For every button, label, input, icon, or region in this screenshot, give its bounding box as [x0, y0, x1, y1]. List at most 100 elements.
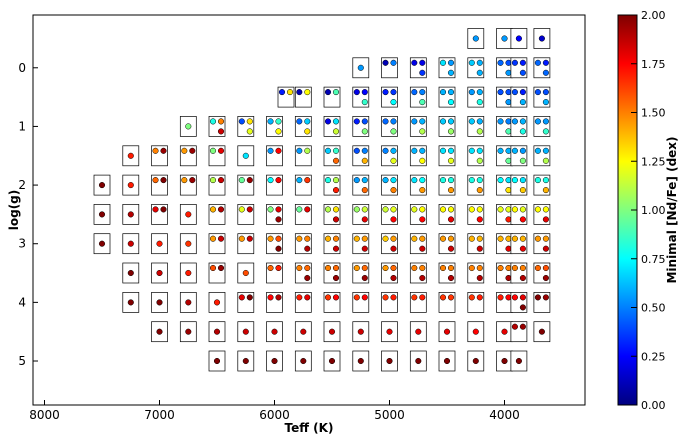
data-point	[497, 206, 504, 213]
y-axis-ticks: 0 1 2 3 4 5	[18, 61, 38, 368]
data-point	[209, 177, 217, 184]
data-point	[542, 89, 549, 96]
data-point	[415, 328, 422, 335]
grid-cell	[323, 174, 341, 196]
data-point	[497, 59, 504, 66]
data-point	[468, 59, 475, 66]
data-point	[160, 147, 167, 154]
data-point	[357, 328, 364, 335]
grid-cell	[533, 233, 551, 255]
data-point	[419, 59, 426, 66]
data-point	[275, 147, 282, 154]
data-point	[468, 147, 475, 154]
data-point	[275, 128, 282, 135]
data-point	[439, 206, 447, 213]
data-point	[411, 177, 418, 184]
data-point	[511, 118, 518, 125]
data-point	[497, 118, 504, 125]
grid-cell	[352, 292, 370, 313]
grid-cell	[381, 233, 398, 255]
data-point	[419, 99, 426, 106]
data-point	[439, 177, 447, 184]
data-point	[390, 128, 397, 135]
data-point	[497, 147, 504, 154]
data-point	[353, 118, 360, 125]
data-point	[353, 294, 360, 301]
grid-cell	[438, 86, 456, 108]
data-point	[275, 118, 282, 125]
data-point	[390, 147, 397, 154]
grid-cell	[122, 262, 140, 284]
grid-cell	[467, 116, 485, 137]
data-point	[419, 147, 426, 154]
data-point	[505, 206, 512, 213]
data-point	[332, 147, 340, 154]
data-point	[361, 99, 368, 106]
data-point	[332, 187, 340, 194]
data-point	[332, 118, 340, 125]
grid-cell	[208, 116, 226, 137]
data-point	[324, 294, 332, 301]
data-point	[332, 235, 340, 242]
data-point	[238, 177, 245, 184]
data-point	[271, 328, 278, 335]
data-point	[324, 264, 332, 272]
data-point	[185, 240, 192, 247]
data-point	[361, 264, 368, 272]
data-point	[382, 264, 389, 272]
data-point	[324, 147, 332, 154]
data-point	[515, 357, 522, 365]
data-point	[213, 328, 221, 335]
data-point	[361, 187, 368, 194]
data-point	[505, 118, 512, 125]
data-point	[390, 206, 397, 213]
data-point	[511, 264, 518, 272]
data-point	[505, 177, 512, 184]
data-point	[519, 304, 526, 311]
y-tick-label: 4	[18, 295, 26, 309]
data-point	[519, 59, 526, 66]
data-point	[447, 216, 455, 223]
data-point	[296, 206, 303, 213]
data-point	[242, 152, 249, 159]
data-point	[390, 294, 397, 301]
data-point	[505, 157, 512, 164]
data-point	[304, 177, 311, 184]
data-point	[497, 294, 504, 301]
data-point	[246, 235, 253, 242]
data-point	[267, 147, 274, 154]
data-point	[476, 147, 483, 154]
data-point	[267, 264, 274, 272]
data-point	[382, 59, 389, 66]
grid-cell	[266, 204, 283, 225]
grid-cell	[510, 204, 528, 225]
grid-cell	[496, 262, 513, 284]
grid-cell	[467, 292, 485, 313]
data-point	[361, 216, 368, 223]
grid-cell	[179, 116, 197, 137]
grid-cell	[438, 145, 456, 167]
grid-cell	[533, 28, 551, 49]
data-point	[152, 147, 159, 154]
data-point	[246, 206, 253, 213]
data-point	[439, 294, 447, 301]
data-point	[328, 357, 336, 365]
data-point	[332, 274, 340, 282]
data-point	[534, 147, 541, 154]
grid-cell	[438, 350, 456, 372]
data-point	[238, 206, 245, 213]
data-point	[185, 299, 192, 306]
data-point	[332, 294, 340, 301]
data-point	[497, 89, 504, 96]
y-axis-label: log(g)	[7, 190, 21, 231]
data-point	[332, 157, 340, 164]
data-point	[419, 89, 426, 96]
colorbar-tick-label: 1.75	[641, 58, 666, 71]
grid-cell	[409, 86, 427, 108]
grid-cell	[409, 116, 427, 137]
data-point	[542, 235, 549, 242]
grid-cell	[208, 292, 226, 313]
grid-cell	[237, 350, 255, 372]
data-point	[332, 177, 340, 184]
data-point	[447, 59, 455, 66]
